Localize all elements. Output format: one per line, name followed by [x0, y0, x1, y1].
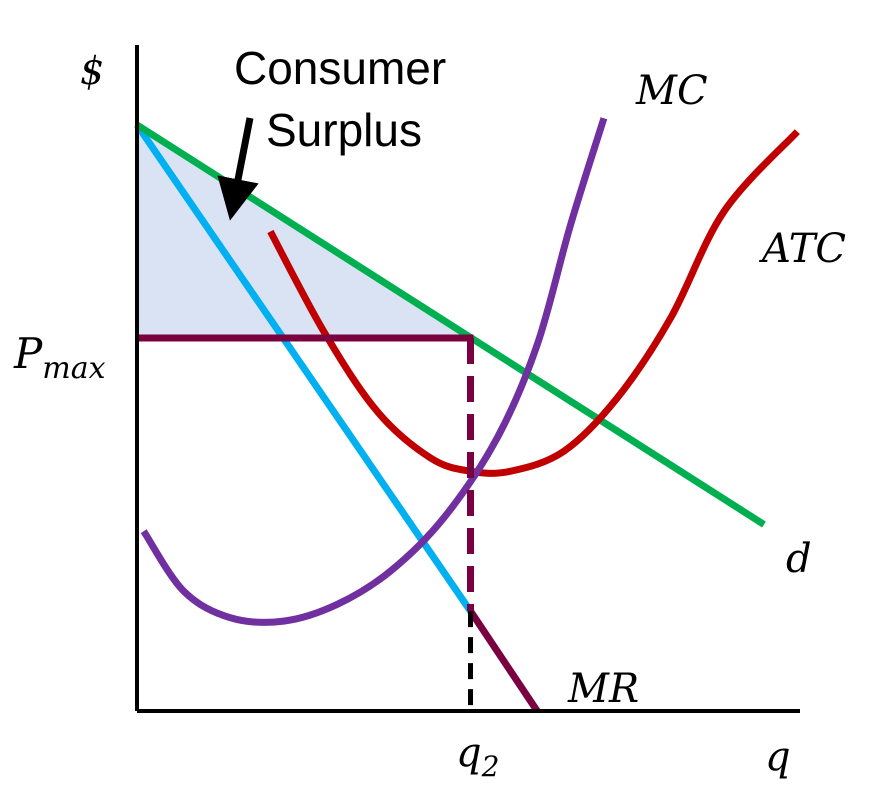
consumer-surplus-arrow	[217, 117, 259, 221]
mc-label: MC	[635, 68, 708, 114]
average-total-cost-curve	[267, 129, 800, 477]
q2-label: q2	[456, 730, 499, 783]
marginal-cost-curve	[140, 117, 608, 626]
x-axis-label: q	[765, 734, 791, 780]
marginal-revenue-curve	[134, 122, 474, 614]
regulated-marginal-revenue-segment	[467, 609, 541, 713]
y-axis-label: $	[80, 49, 104, 93]
pmax-label: Pmax	[13, 329, 106, 386]
demand-label: d	[786, 536, 812, 582]
consumer-surplus-label-line1: Consumer	[234, 42, 446, 94]
atc-label: ATC	[758, 226, 846, 272]
consumer-surplus-label-line2: Surplus	[266, 104, 422, 156]
mr-label: MR	[567, 666, 639, 712]
